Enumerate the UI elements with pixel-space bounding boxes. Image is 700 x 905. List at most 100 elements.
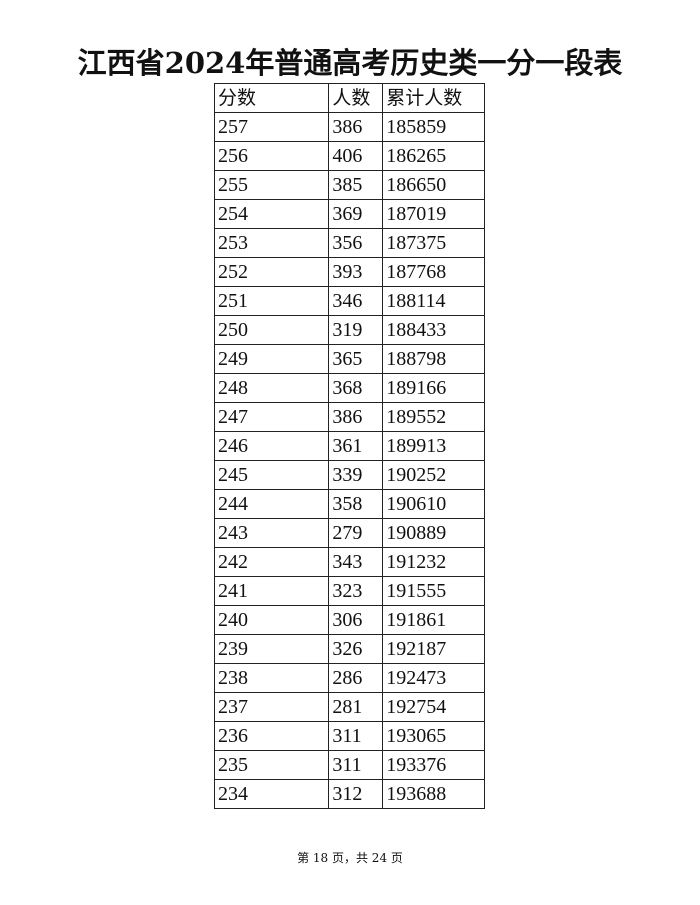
cell-count: 346 (328, 286, 384, 316)
table-row: 238 286 192473 (213, 663, 485, 693)
cell-cumulative: 190610 (382, 489, 485, 519)
cell-count: 406 (328, 141, 384, 171)
cell-cumulative: 192187 (382, 634, 485, 664)
table-row: 249 365 188798 (213, 344, 485, 374)
cell-cumulative: 188114 (382, 286, 485, 316)
cell-cumulative: 193376 (382, 750, 485, 780)
cell-score: 238 (213, 663, 330, 693)
cell-cumulative: 186265 (382, 141, 485, 171)
table-row: 240 306 191861 (213, 605, 485, 635)
header-count: 人数 (328, 83, 384, 113)
cell-score: 251 (213, 286, 330, 316)
cell-cumulative: 189552 (382, 402, 485, 432)
cell-count: 386 (328, 112, 384, 142)
cell-count: 393 (328, 257, 384, 287)
cell-cumulative: 188433 (382, 315, 485, 345)
cell-score: 244 (213, 489, 330, 519)
score-distribution-table: 分数 人数 累计人数 257 386 185859 256 406 186265 255 38… (213, 83, 485, 809)
cell-score: 255 (213, 170, 330, 200)
cell-count: 339 (328, 460, 384, 490)
table-row: 242 343 191232 (213, 547, 485, 577)
cell-count: 385 (328, 170, 384, 200)
table-row: 243 279 190889 (213, 518, 485, 548)
cell-score: 250 (213, 315, 330, 345)
cell-cumulative: 190252 (382, 460, 485, 490)
table-row: 256 406 186265 (213, 141, 485, 171)
cell-count: 361 (328, 431, 384, 461)
cell-score: 234 (213, 779, 330, 809)
cell-cumulative: 191861 (382, 605, 485, 635)
cell-count: 306 (328, 605, 384, 635)
table-row: 241 323 191555 (213, 576, 485, 606)
cell-cumulative: 193065 (382, 721, 485, 751)
cell-cumulative: 187019 (382, 199, 485, 229)
cell-count: 286 (328, 663, 384, 693)
cell-count: 281 (328, 692, 384, 722)
cell-cumulative: 187768 (382, 257, 485, 287)
cell-count: 312 (328, 779, 384, 809)
cell-count: 365 (328, 344, 384, 374)
cell-score: 257 (213, 112, 330, 142)
cell-score: 256 (213, 141, 330, 171)
cell-count: 356 (328, 228, 384, 258)
cell-score: 240 (213, 605, 330, 635)
page-title: 江西省2024年普通高考历史类一分一段表 (77, 46, 623, 80)
table-row: 251 346 188114 (213, 286, 485, 316)
table-row: 234 312 193688 (213, 779, 485, 809)
cell-count: 311 (328, 721, 384, 751)
cell-score: 237 (213, 692, 330, 722)
cell-score: 254 (213, 199, 330, 229)
cell-count: 279 (328, 518, 384, 548)
cell-count: 311 (328, 750, 384, 780)
cell-cumulative: 187375 (382, 228, 485, 258)
cell-score: 235 (213, 750, 330, 780)
cell-count: 323 (328, 576, 384, 606)
cell-score: 239 (213, 634, 330, 664)
header-score: 分数 (213, 83, 330, 113)
cell-score: 248 (213, 373, 330, 403)
cell-score: 245 (213, 460, 330, 490)
cell-cumulative: 188798 (382, 344, 485, 374)
table-row: 245 339 190252 (213, 460, 485, 490)
cell-cumulative: 193688 (382, 779, 485, 809)
cell-score: 249 (213, 344, 330, 374)
table-header-row: 分数 人数 累计人数 (213, 83, 485, 113)
table-row: 253 356 187375 (213, 228, 485, 258)
cell-count: 369 (328, 199, 384, 229)
cell-score: 243 (213, 518, 330, 548)
cell-cumulative: 190889 (382, 518, 485, 548)
cell-score: 242 (213, 547, 330, 577)
cell-cumulative: 189166 (382, 373, 485, 403)
cell-cumulative: 189913 (382, 431, 485, 461)
table-row: 246 361 189913 (213, 431, 485, 461)
cell-cumulative: 186650 (382, 170, 485, 200)
table-row: 237 281 192754 (213, 692, 485, 722)
cell-count: 386 (328, 402, 384, 432)
cell-count: 326 (328, 634, 384, 664)
cell-cumulative: 191555 (382, 576, 485, 606)
table-row: 236 311 193065 (213, 721, 485, 751)
page-number: 第 18 页，共 24 页 (297, 851, 403, 865)
table-row: 255 385 186650 (213, 170, 485, 200)
cell-count: 343 (328, 547, 384, 577)
cell-cumulative: 192473 (382, 663, 485, 693)
cell-cumulative: 191232 (382, 547, 485, 577)
cell-score: 252 (213, 257, 330, 287)
cell-cumulative: 185859 (382, 112, 485, 142)
cell-cumulative: 192754 (382, 692, 485, 722)
table-row: 252 393 187768 (213, 257, 485, 287)
table-row: 239 326 192187 (213, 634, 485, 664)
header-cumulative: 累计人数 (382, 83, 485, 113)
table-row: 250 319 188433 (213, 315, 485, 345)
table-row: 247 386 189552 (213, 402, 485, 432)
cell-count: 319 (328, 315, 384, 345)
cell-count: 368 (328, 373, 384, 403)
cell-score: 253 (213, 228, 330, 258)
table-row: 235 311 193376 (213, 750, 485, 780)
table-row: 244 358 190610 (213, 489, 485, 519)
cell-score: 246 (213, 431, 330, 461)
cell-score: 236 (213, 721, 330, 751)
cell-count: 358 (328, 489, 384, 519)
table-row: 254 369 187019 (213, 199, 485, 229)
table-row: 248 368 189166 (213, 373, 485, 403)
